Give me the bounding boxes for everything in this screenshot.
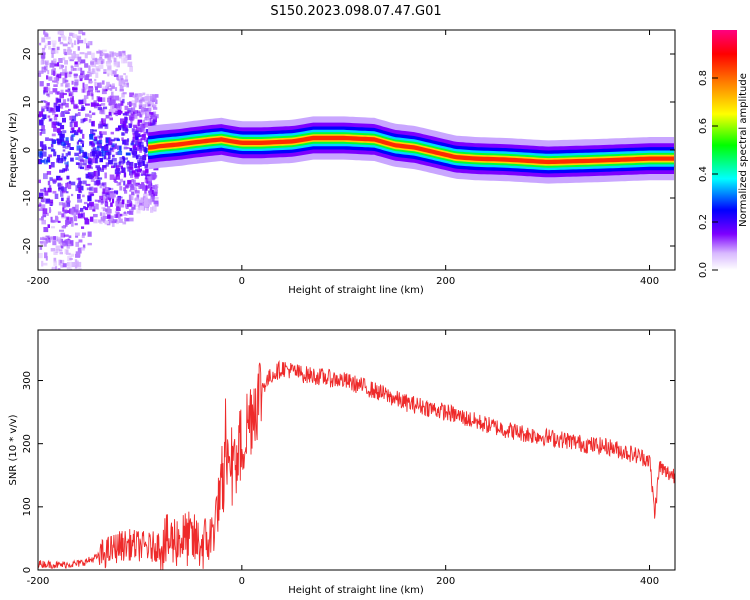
spectrogram-ticks: -200 0 200 400 -20 -10 0 10 20	[22, 30, 675, 287]
colorbar-ticks: 0.0 0.2 0.4 0.6 0.8	[698, 70, 718, 278]
spectrogram-panel: -200 0 200 400 -20 -10 0 10 20 Height of straigh…	[8, 29, 676, 296]
figure-title: S150.2023.098.07.47.G01	[270, 4, 441, 19]
snr-ticks: -200 0 200 400 0 100 200 300	[22, 330, 675, 587]
colorbar-gradient	[712, 30, 737, 270]
x-tick-label: -200	[27, 576, 50, 587]
snr-y-axis-label: SNR (10 * v/v)	[8, 414, 19, 485]
colorbar-tick-label: 0.2	[698, 214, 709, 230]
spectrogram-y-axis-label: Frequency (Hz)	[8, 112, 19, 188]
y-tick-label: 300	[22, 371, 33, 390]
colorbar-tick-label: 0.0	[698, 262, 709, 278]
spectrogram-x-axis-label: Height of straight line (km)	[288, 285, 424, 296]
snr-panel: -200 0 200 400 0 100 200 300 Height of straight…	[8, 329, 676, 596]
y-tick-label: 0	[22, 147, 33, 153]
colorbar-label: Normalized spectral amplitude	[738, 73, 749, 227]
spectrogram-plot-area	[38, 30, 675, 270]
x-tick-label: 200	[436, 276, 455, 287]
snr-plot-area	[38, 360, 675, 570]
colorbar-tick-label: 0.8	[698, 70, 709, 86]
y-tick-label: 10	[22, 96, 33, 109]
snr-frame	[37, 329, 676, 571]
x-tick-label: 200	[436, 576, 455, 587]
x-tick-label: 0	[239, 576, 245, 587]
colorbar-tick-label: 0.4	[698, 166, 709, 182]
x-tick-label: 400	[640, 576, 659, 587]
snr-x-axis-label: Height of straight line (km)	[288, 585, 424, 596]
y-tick-label: -20	[22, 238, 33, 254]
x-tick-label: -200	[27, 276, 50, 287]
colorbar-tick-label: 0.6	[698, 118, 709, 134]
y-tick-label: -10	[22, 190, 33, 206]
y-tick-label: 100	[22, 497, 33, 516]
x-tick-label: 400	[640, 276, 659, 287]
x-tick-label: 0	[239, 276, 245, 287]
y-tick-label: 0	[22, 567, 33, 573]
colorbar: 0.0 0.2 0.4 0.6 0.8 Normalized spectral ampl…	[698, 30, 749, 278]
y-tick-label: 200	[22, 434, 33, 453]
y-tick-label: 20	[22, 48, 33, 61]
snr-series-line	[38, 360, 675, 570]
